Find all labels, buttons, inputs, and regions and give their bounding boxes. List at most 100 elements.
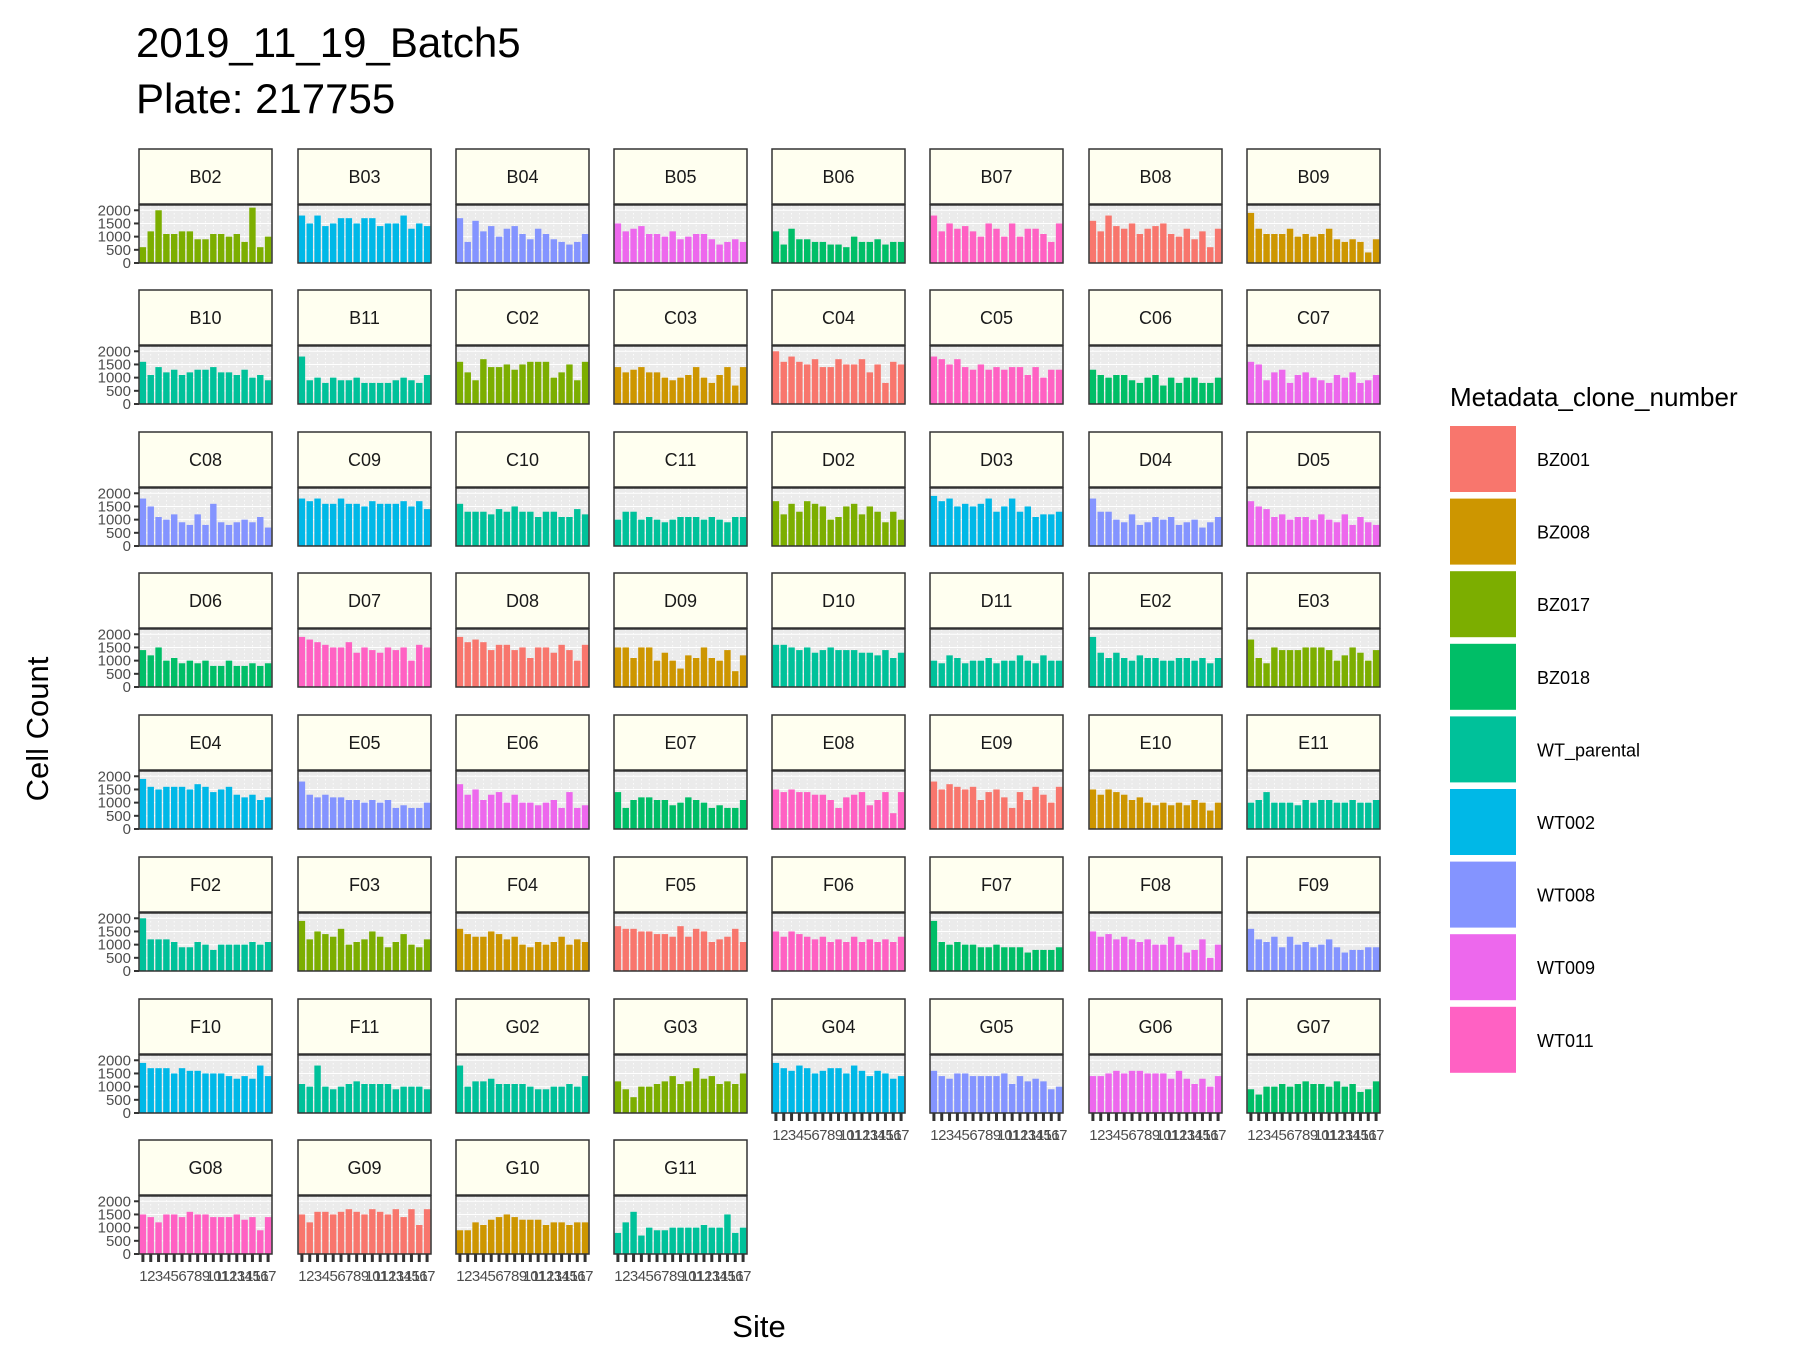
bar [1278,369,1286,404]
bar [527,1086,534,1113]
facet-strip [455,856,590,913]
facet-strip [138,998,273,1055]
bar [519,364,526,404]
x-tick-label: 5 [488,1268,496,1285]
bar [1199,658,1206,687]
bar [1294,650,1302,687]
bar [1372,524,1380,546]
panel-border [613,487,748,547]
bar [788,1070,795,1113]
facet-label: D09 [664,591,697,611]
bar [306,939,313,971]
facet-label: E08 [822,733,854,753]
bar [329,223,337,263]
panel-border [1246,204,1381,264]
facet-label: B07 [980,167,1012,187]
panel-border [297,1054,432,1114]
facet-strip [297,856,432,913]
bar [669,936,676,971]
bar [614,1232,622,1254]
x-tick-label: 13 [546,1268,561,1285]
bar [724,522,731,546]
bar [1286,228,1294,263]
bar [400,215,407,263]
bar [993,663,1000,687]
facet-panel-D11: D11 [929,572,1064,688]
bar [416,382,423,404]
x-tick-label: 1 [298,1268,306,1285]
bar [969,786,977,829]
bar [1144,802,1151,829]
bar [1167,936,1175,971]
bar [1263,1086,1270,1113]
bar [1263,380,1270,404]
bar [1024,1081,1032,1113]
bar [1372,947,1380,971]
bar [685,797,692,829]
bar [225,524,233,546]
facet-label: B09 [1297,167,1329,187]
bar [661,377,669,404]
bar [1120,228,1128,263]
facet-panel-C05: C05 [929,289,1064,405]
x-tick-label: 7 [1136,1127,1144,1144]
facet-label: G08 [188,1158,222,1178]
facet-panel-E11: E11 [1246,714,1381,830]
bar [1263,942,1270,971]
facet-strip [929,998,1064,1055]
bar [614,926,622,971]
bar [850,794,858,829]
bar [241,797,248,829]
bar [1136,797,1144,829]
facet-strip [297,572,432,629]
bar [1318,647,1325,687]
bar [186,1070,194,1113]
bar [472,380,479,404]
x-tick-label: 1 [772,1127,780,1144]
y-tick-label: 1500 [98,356,131,373]
bar [930,356,938,404]
facet-panel-E07: E07 [613,714,748,830]
facet-panel-C03: C03 [613,289,748,405]
bar [938,231,945,263]
x-tick-label: 2 [938,1127,946,1144]
x-tick-label: 7 [819,1127,827,1144]
bar [772,789,780,829]
bar [566,517,573,546]
bar [1318,1084,1325,1113]
facet-label: E06 [506,733,538,753]
x-tick-label: 1 [1247,1127,1255,1144]
bar [827,367,834,404]
bar [638,647,645,687]
bar [1341,802,1349,829]
panel-border [1246,628,1381,688]
bar [1055,947,1063,971]
bar [1136,942,1144,971]
facet-panel-F08: F08 [1088,856,1223,972]
bar [1214,944,1222,971]
bar [534,517,542,546]
bar [534,647,542,687]
bar [1191,239,1198,263]
bar [1357,652,1364,687]
bar [298,1084,306,1113]
y-tick-label: 500 [106,383,131,400]
panel-border [297,345,432,405]
facet-label: E05 [348,733,380,753]
bar [1120,658,1128,687]
bar [1008,367,1016,404]
bar [1008,1084,1016,1113]
x-tick-label: 15 [1195,1127,1210,1144]
facet-panel-D05: D05 [1246,431,1381,547]
x-tick-label: 14 [1028,1127,1043,1144]
bar [314,215,321,263]
bar [716,939,723,971]
y-tick-label: 500 [106,1233,131,1250]
bar [930,660,938,687]
bar [1278,947,1286,971]
bar [519,802,526,829]
bar [392,1089,400,1113]
bar [1152,944,1159,971]
bar [1105,934,1112,971]
